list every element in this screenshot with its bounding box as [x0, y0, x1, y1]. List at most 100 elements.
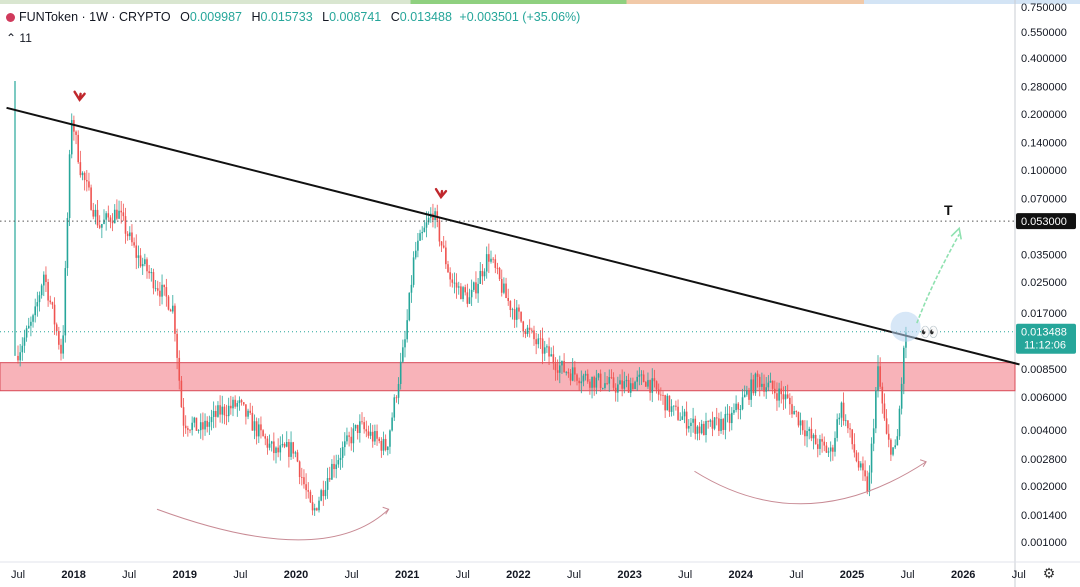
candle-body: [62, 335, 64, 354]
candle-body: [776, 393, 778, 401]
candle-body: [348, 435, 350, 437]
price-tick-label: 0.280000: [1021, 82, 1067, 94]
candle-body: [666, 395, 669, 411]
candle-body: [565, 371, 568, 373]
candle-body: [516, 307, 518, 320]
candle-body: [664, 395, 666, 411]
candle-body: [683, 411, 686, 417]
candle-body: [492, 258, 494, 260]
candle-body: [397, 383, 400, 398]
candle-body: [662, 395, 664, 396]
candle-body: [391, 417, 393, 431]
candle-body: [225, 415, 228, 417]
candle-body: [288, 442, 290, 457]
price-tick-label: 0.550000: [1021, 27, 1067, 39]
candle-body: [230, 405, 232, 409]
candle-body: [333, 463, 335, 470]
candle-body: [414, 250, 417, 258]
candle-body: [511, 309, 514, 311]
breakout-highlight: [890, 311, 921, 342]
time-tick-label: 2020: [284, 569, 308, 581]
candle-body: [129, 232, 131, 237]
candle-body: [550, 354, 552, 357]
time-tick-label: Jul: [678, 569, 692, 581]
candle-body: [552, 354, 555, 364]
candle-body: [690, 422, 692, 427]
candle-body: [735, 403, 737, 411]
candle-body: [679, 419, 681, 421]
candle-body: [305, 484, 307, 491]
candle-body: [161, 284, 163, 297]
candle-body: [212, 411, 215, 417]
current-price-label: 0.013488: [1021, 327, 1067, 339]
candle-body: [881, 386, 884, 404]
candle-body: [483, 271, 486, 277]
candle-body: [681, 416, 684, 420]
indicator-toggle[interactable]: ⌃ 11: [6, 31, 32, 45]
candle-body: [829, 447, 832, 452]
candle-body: [449, 272, 451, 280]
candle-body: [387, 446, 389, 451]
target-label: T: [944, 202, 953, 218]
candle-body: [371, 431, 374, 442]
current-price-badge: [1016, 323, 1076, 354]
candle-body: [685, 411, 688, 429]
candle-body: [870, 443, 873, 473]
close-label: C: [390, 10, 400, 24]
candle-body: [75, 131, 77, 135]
candle-body: [769, 380, 772, 383]
candle-body: [208, 422, 211, 427]
candle-body: [522, 321, 525, 332]
candle-body: [58, 331, 60, 345]
candle-body: [363, 422, 365, 430]
candle-body: [255, 421, 258, 437]
candle-body: [470, 289, 473, 298]
candle-body: [421, 231, 423, 234]
candle-body: [743, 394, 746, 398]
candle-body: [475, 282, 477, 294]
candle-body: [103, 219, 105, 224]
candle-body: [640, 374, 643, 376]
candle-body: [227, 405, 230, 417]
candle-body: [64, 268, 67, 336]
candle-body: [660, 394, 662, 396]
candle-body: [144, 259, 146, 265]
time-tick-label: Jul: [122, 569, 136, 581]
candle-body: [223, 406, 226, 416]
candle-body: [457, 286, 460, 288]
candle-body: [898, 408, 901, 437]
candle-body: [146, 259, 148, 272]
open-value: 0.009987: [189, 10, 243, 24]
candle-body: [524, 331, 527, 335]
candle-body: [178, 357, 181, 381]
candle-body: [90, 187, 92, 210]
candle-body: [184, 425, 187, 429]
candle-body: [887, 433, 890, 440]
candle-body: [531, 329, 533, 331]
candle-body: [890, 439, 892, 455]
gear-icon[interactable]: ⚙: [1042, 565, 1056, 581]
candle-body: [124, 216, 127, 234]
candle-body: [518, 307, 520, 312]
candle-body: [301, 477, 303, 478]
candle-body: [535, 339, 537, 345]
candle-body: [855, 452, 858, 462]
candle-body: [36, 302, 39, 307]
candle-body: [651, 378, 654, 393]
candle-body: [819, 439, 821, 449]
candle-body: [266, 438, 269, 448]
candle-body: [167, 296, 170, 310]
low-value: 0.008741: [329, 10, 382, 24]
candle-body: [490, 258, 492, 262]
candle-body: [853, 444, 856, 453]
candle-body: [849, 428, 851, 430]
candle-body: [860, 463, 862, 468]
candle-body: [877, 366, 879, 391]
candle-body: [879, 366, 881, 387]
candle-body: [354, 424, 357, 429]
candle-body: [797, 412, 800, 426]
candle-body: [627, 379, 630, 393]
candle-body: [356, 424, 359, 433]
candle-body: [296, 452, 299, 462]
